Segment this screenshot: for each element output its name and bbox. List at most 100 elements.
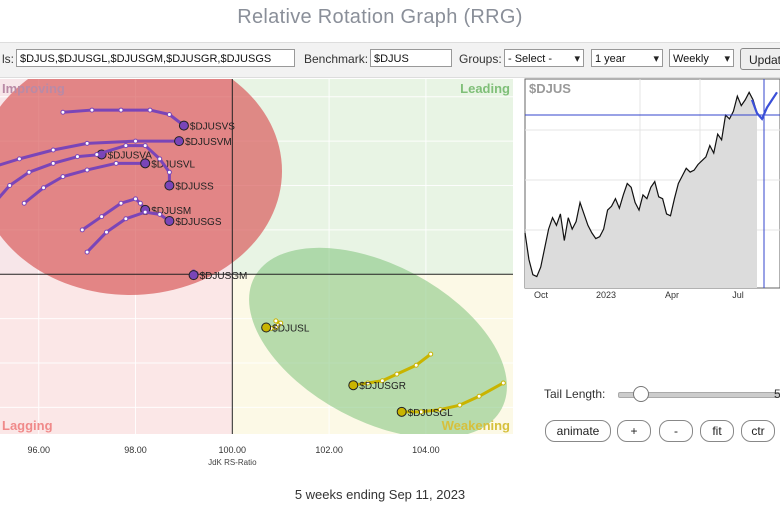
benchmark-price-chart: $DJUS Oct 2023 Apr Jul: [524, 78, 780, 300]
tail-point: [273, 325, 279, 330]
center-button[interactable]: ctr: [741, 420, 775, 442]
tail-point: [74, 154, 80, 160]
zoom-in-button[interactable]: +: [617, 420, 651, 442]
lagging-label: Lagging: [2, 418, 53, 433]
frequency-select[interactable]: Weekly: [669, 49, 734, 67]
tail-point: [418, 409, 424, 415]
tail-point: [123, 143, 129, 149]
series-label: $DJUSGS: [175, 217, 221, 228]
series-label: $DJUSVA: [108, 150, 153, 161]
tail-point: [7, 183, 13, 188]
tail-point: [166, 169, 172, 175]
tail-point: [476, 393, 482, 399]
tail-point: [166, 112, 172, 117]
tail-point: [500, 380, 506, 386]
x-tick-label: 102.00: [315, 445, 343, 455]
tail-point: [428, 351, 434, 357]
toolbar: ls: $DJUS,$DJUSGL,$DJUSGM,$DJUSGR,$DJUSG…: [0, 42, 780, 78]
fit-button[interactable]: fit: [700, 420, 734, 442]
tail-point: [142, 143, 148, 149]
tail-point: [21, 200, 27, 206]
x-tick-label: 104.00: [412, 445, 440, 455]
tail-length-label: Tail Length:: [544, 387, 606, 401]
tail-point: [147, 107, 153, 113]
tail-point: [94, 151, 100, 157]
rrg-chart[interactable]: Improving Leading Lagging Weakening $DJUSVM $…: [0, 0, 520, 470]
x-axis-label: JdK RS-Ratio: [208, 458, 257, 467]
tail-point: [84, 140, 90, 146]
mini-x-tick-label: Apr: [665, 290, 679, 300]
head-point: [174, 136, 185, 147]
tail-point: [142, 209, 148, 215]
tail-point: [437, 407, 443, 413]
symbols-label: ls:: [2, 52, 14, 66]
series-label: $DJUSS: [175, 182, 214, 193]
tail-djusgl: $DJUSGL: [396, 380, 506, 419]
symbols-input[interactable]: $DJUS,$DJUSGL,$DJUSGM,$DJUSGR,$DJUSGS: [16, 49, 295, 67]
tail-point: [137, 200, 143, 206]
tail-point: [60, 174, 66, 180]
series-label: $DJUSGL: [408, 408, 453, 419]
tail-djusgm: $DJUSGM: [188, 269, 248, 282]
head-point: [188, 270, 199, 281]
benchmark-input[interactable]: $DJUS: [370, 49, 452, 67]
tail-point: [457, 402, 463, 408]
x-tick-label: 100.00: [219, 445, 247, 455]
tail-length-slider-thumb[interactable]: [633, 386, 649, 402]
tail-point: [413, 362, 419, 368]
tail-djusgr: $DJUSGR: [348, 351, 434, 392]
groups-label: Groups:: [459, 52, 502, 66]
tail-point: [123, 216, 129, 222]
tail-line: [22, 161, 147, 205]
tail-djusvl: $DJUSVL: [21, 158, 196, 206]
tail-point: [133, 196, 139, 202]
benchmark-label: Benchmark:: [304, 52, 369, 66]
x-tick-label: 98.00: [124, 445, 147, 455]
tail-segment-line: [750, 91, 778, 121]
tail-djusvs: $DJUSVS: [60, 107, 235, 133]
tail-line: [0, 152, 104, 199]
tail-point: [89, 107, 95, 113]
head-point: [396, 406, 407, 417]
update-button[interactable]: Updat: [740, 48, 780, 70]
series-label: $DJUSL: [272, 324, 310, 335]
mini-x-tick-label: Oct: [534, 290, 549, 300]
tail-line: [0, 139, 181, 167]
tail-line: [400, 381, 505, 414]
series-label: $DJUSVM: [185, 137, 232, 148]
tail-djusl: $DJUSL: [261, 318, 310, 335]
animate-button[interactable]: animate: [545, 420, 611, 442]
mini-x-tick-label: Jul: [732, 290, 744, 300]
tail-point: [365, 380, 371, 386]
head-point: [261, 322, 272, 333]
period-caption: 5 weeks ending Sep 11, 2023: [294, 487, 466, 502]
tail-point: [41, 185, 47, 191]
tail-djusvm: $DJUSVM: [0, 136, 232, 167]
period-select[interactable]: 1 year: [591, 49, 663, 67]
series-label: $DJUSVS: [190, 122, 235, 133]
tail-point: [157, 211, 163, 217]
price-area: [525, 92, 757, 288]
head-point: [178, 120, 189, 131]
tail-point: [394, 371, 400, 377]
series-label: $DJUSGM: [200, 271, 248, 282]
tail-point: [16, 156, 22, 162]
tail-point: [379, 378, 385, 384]
groups-select[interactable]: - Select -: [504, 49, 584, 67]
head-point: [140, 158, 151, 169]
head-point: [164, 216, 175, 226]
tail-point: [118, 107, 124, 113]
head-point: [348, 380, 359, 391]
tail-point: [113, 160, 119, 166]
tail-point: [84, 249, 90, 255]
weakening-label: Weakening: [442, 418, 510, 433]
red-highlight-ellipse: [0, 79, 282, 295]
tail-point: [84, 167, 90, 173]
green-highlight-ellipse: [249, 247, 507, 434]
tail-length-value: 5: [774, 387, 780, 401]
rrg-plot-area: Improving Leading Lagging Weakening $DJUSVM $…: [0, 79, 513, 434]
price-line: [524, 90, 758, 278]
tail-point: [50, 147, 56, 153]
zoom-out-button[interactable]: -: [659, 420, 693, 442]
series-label: $DJUSM: [151, 206, 191, 217]
